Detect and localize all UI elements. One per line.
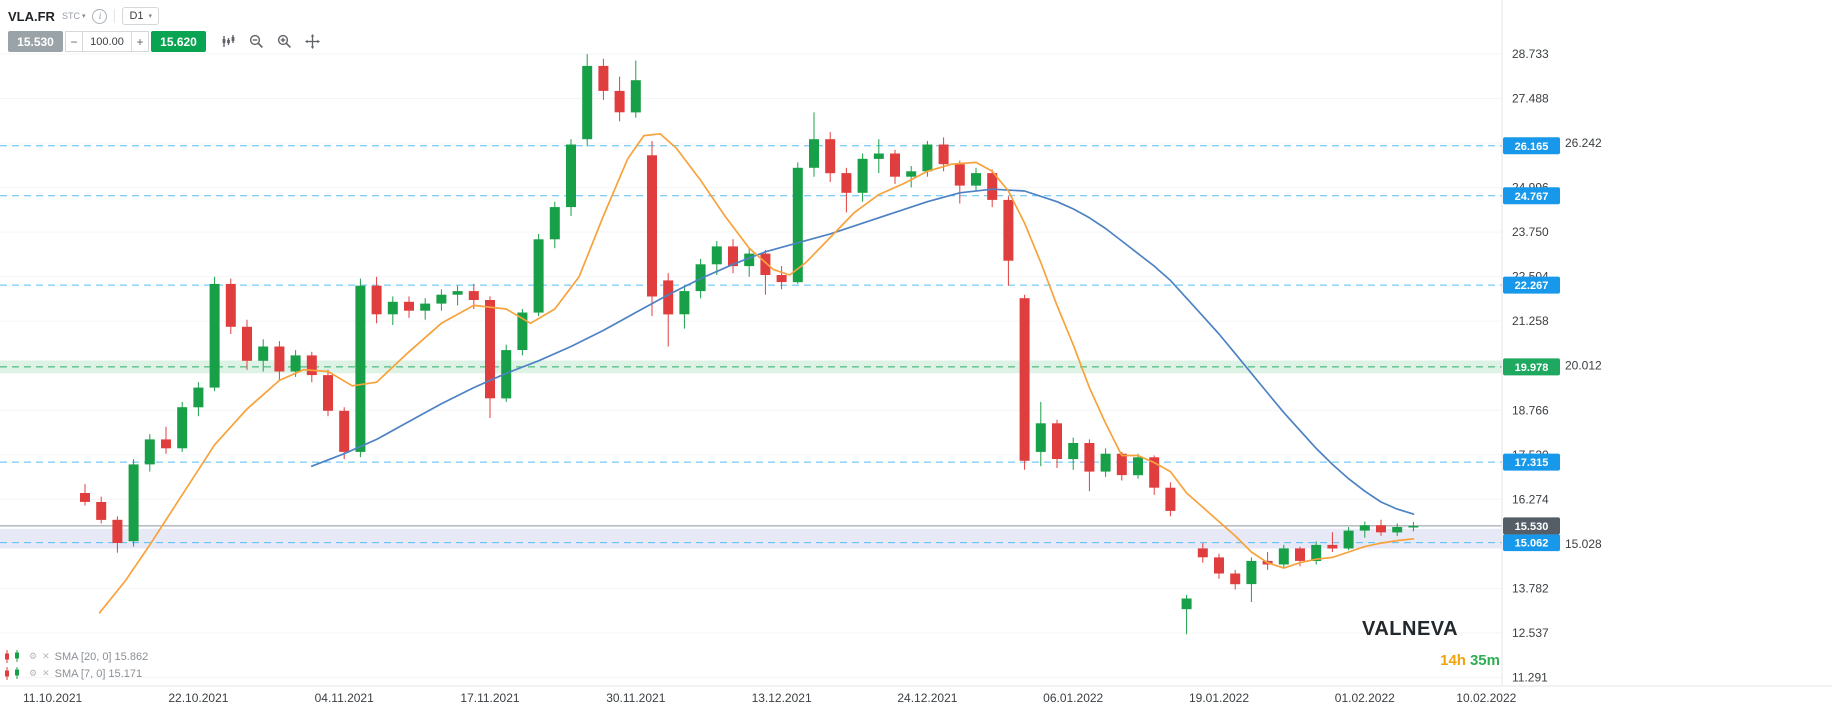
zoom-out-icon[interactable]	[249, 34, 264, 49]
close-icon[interactable]: ✕	[42, 651, 50, 661]
price-tags: 26.165 24.767 22.267 19.978 17.315 15.062 15.5…	[1503, 137, 1560, 552]
price-levels	[0, 145, 1502, 549]
indicator-row-sma20[interactable]: ⚙ ✕ SMA [20, 0] 15.862	[4, 648, 148, 665]
svg-text:17.315: 17.315	[1515, 457, 1549, 469]
instrument-header: VLA.FR STC ▾ i D1 ▾	[8, 7, 320, 25]
svg-text:06.01.2022: 06.01.2022	[1043, 691, 1103, 705]
svg-text:11.10.2021: 11.10.2021	[23, 691, 82, 705]
instrument-type-label: STC	[61, 11, 80, 21]
indicators-icon[interactable]	[221, 34, 236, 49]
zoom-in-icon[interactable]	[277, 34, 292, 49]
sell-button[interactable]: 15.530	[8, 31, 63, 52]
close-icon[interactable]: ✕	[42, 668, 50, 678]
svg-text:15.062: 15.062	[1515, 538, 1549, 550]
mini-candles-icon	[5, 667, 19, 680]
gear-icon[interactable]: ⚙	[29, 668, 38, 678]
divider	[114, 9, 116, 23]
svg-text:18.766: 18.766	[1512, 403, 1549, 417]
candles	[80, 54, 1419, 635]
svg-text:12.537: 12.537	[1512, 626, 1549, 640]
svg-text:26.242: 26.242	[1565, 136, 1602, 150]
order-panel: 15.530 − + 15.620	[8, 31, 320, 52]
sma20-line	[310, 188, 1415, 515]
svg-text:04.11.2021: 04.11.2021	[315, 691, 374, 705]
svg-text:01.02.2022: 01.02.2022	[1335, 691, 1395, 705]
quantity-increase-button[interactable]: +	[131, 31, 149, 52]
chevron-down-icon: ▾	[148, 12, 153, 20]
candle-countdown: 14h 35m	[1440, 652, 1500, 669]
svg-text:13.782: 13.782	[1512, 581, 1549, 595]
svg-text:22.267: 22.267	[1515, 280, 1549, 292]
svg-text:15.530: 15.530	[1515, 521, 1549, 533]
svg-text:10.02.2022: 10.02.2022	[1456, 691, 1516, 705]
svg-text:24.12.2021: 24.12.2021	[897, 691, 957, 705]
countdown-minutes: 35m	[1469, 652, 1500, 669]
svg-text:24.767: 24.767	[1515, 191, 1549, 203]
quantity-input[interactable]	[83, 31, 131, 52]
svg-text:23.750: 23.750	[1512, 225, 1549, 239]
symbol-label: VLA.FR	[8, 8, 55, 24]
instrument-watermark: VALNEVA	[1362, 618, 1459, 640]
gear-icon[interactable]: ⚙	[29, 651, 38, 661]
svg-text:17.11.2021: 17.11.2021	[460, 691, 519, 705]
quantity-decrease-button[interactable]: −	[65, 31, 83, 52]
chevron-down-icon: ▾	[81, 12, 86, 20]
info-icon[interactable]: i	[92, 8, 108, 24]
svg-text:30.11.2021: 30.11.2021	[606, 691, 665, 705]
svg-text:27.488: 27.488	[1512, 92, 1549, 106]
chart-tools	[221, 34, 320, 49]
svg-text:11.291: 11.291	[1512, 670, 1548, 684]
axes	[0, 0, 1832, 687]
sma7-line	[98, 132, 1415, 614]
mini-candles-icon	[5, 650, 19, 663]
buy-button[interactable]: 15.620	[151, 31, 206, 52]
svg-text:13.12.2021: 13.12.2021	[752, 691, 812, 705]
indicator-label: SMA [20, 0] 15.862	[54, 650, 149, 663]
svg-text:16.274: 16.274	[1512, 492, 1549, 506]
svg-text:19.01.2022: 19.01.2022	[1189, 691, 1249, 705]
x-axis-labels: 11.10.2021 22.10.2021 04.11.2021 17.11.2021…	[23, 691, 1517, 705]
indicator-row-sma7[interactable]: ⚙ ✕ SMA [7, 0] 15.171	[4, 665, 148, 682]
indicator-legend: ⚙ ✕ SMA [20, 0] 15.862 ⚙ ✕ SMA [7, 0] 15…	[4, 648, 148, 682]
svg-text:28.733: 28.733	[1512, 47, 1549, 61]
svg-text:26.165: 26.165	[1515, 141, 1549, 153]
indicator-label: SMA [7, 0] 15.171	[54, 667, 143, 680]
countdown-hours: 14h	[1440, 652, 1466, 669]
svg-text:19.978: 19.978	[1515, 362, 1549, 374]
instrument-type-dropdown[interactable]: STC ▾	[62, 11, 86, 21]
svg-text:15.028: 15.028	[1565, 537, 1602, 551]
crosshair-move-icon[interactable]	[305, 34, 320, 49]
svg-text:20.012: 20.012	[1565, 359, 1602, 373]
svg-text:22.10.2021: 22.10.2021	[168, 691, 228, 705]
chart-toolbar: VLA.FR STC ▾ i D1 ▾ 15.530 − + 15.620	[8, 7, 320, 52]
svg-text:21.258: 21.258	[1512, 314, 1549, 328]
timeframe-dropdown[interactable]: D1 ▾	[122, 7, 160, 25]
timeframe-label: D1	[129, 10, 144, 22]
